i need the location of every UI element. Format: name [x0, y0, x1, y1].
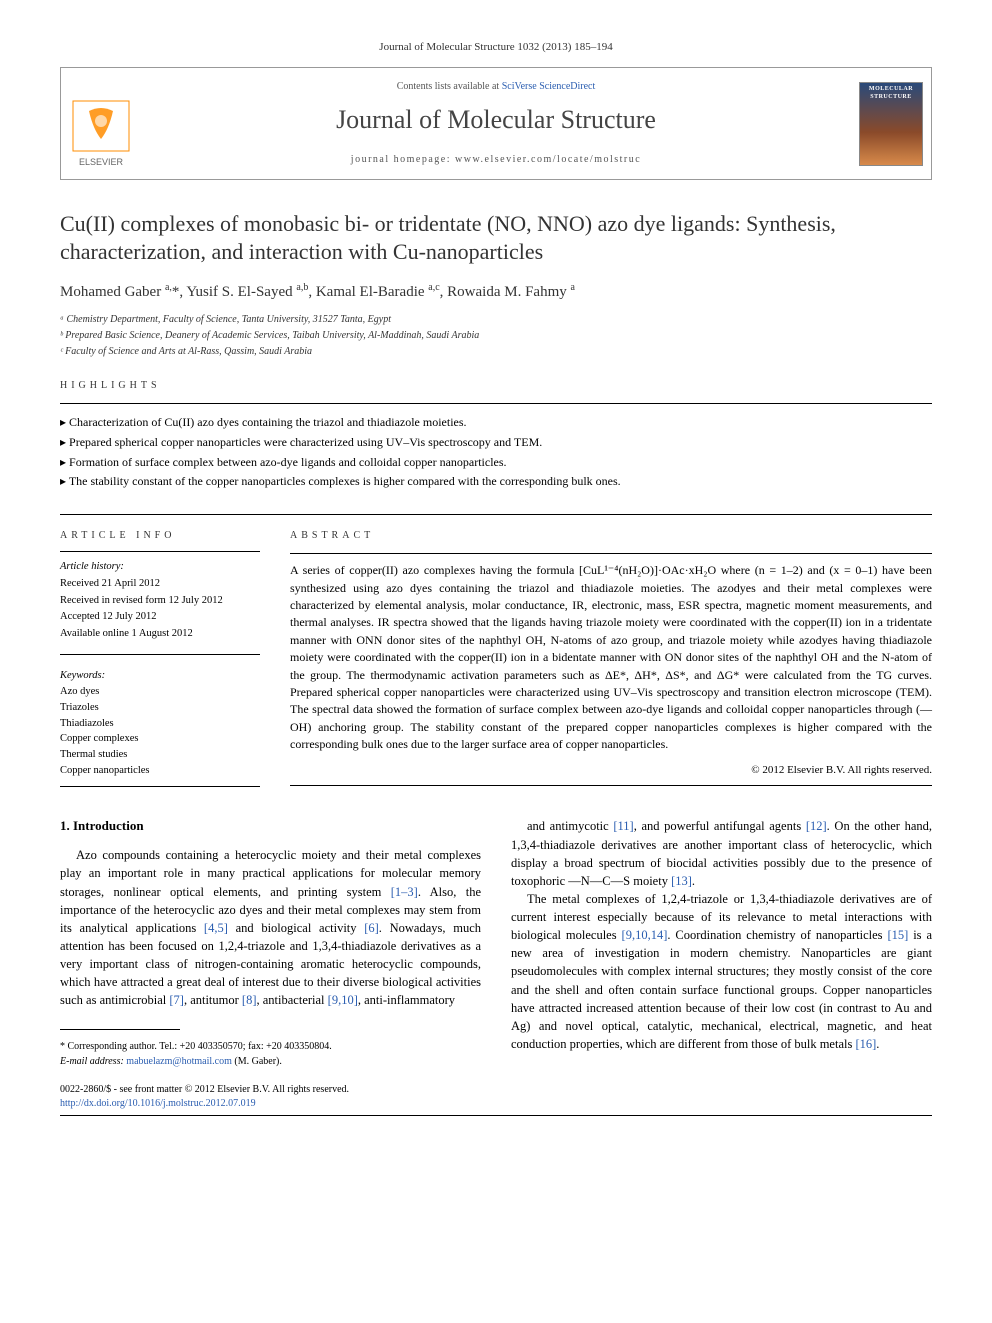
journal-name: Journal of Molecular Structure: [151, 102, 841, 138]
history-item: Received 21 April 2012: [60, 577, 260, 592]
info-abstract-row: ARTICLE INFO Article history: Received 2…: [60, 514, 932, 787]
front-matter: 0022-2860/$ - see front matter © 2012 El…: [60, 1083, 932, 1097]
affiliation: ᵇ Prepared Basic Science, Deanery of Aca…: [60, 329, 932, 343]
header-center: Contents lists available at SciVerse Sci…: [141, 68, 851, 178]
homepage-line: journal homepage: www.elsevier.com/locat…: [151, 153, 841, 167]
article-info: ARTICLE INFO Article history: Received 2…: [60, 529, 260, 787]
column-right: and antimycotic [11], and powerful antif…: [511, 817, 932, 1069]
journal-cover-thumbnail: MOLECULAR STRUCTURE: [859, 82, 923, 166]
history-label: Article history:: [60, 560, 260, 575]
abstract-text: A series of copper(II) azo complexes hav…: [290, 562, 932, 753]
abstract-label: ABSTRACT: [290, 529, 932, 543]
column-left: 1. Introduction Azo compounds containing…: [60, 817, 481, 1069]
affiliation: ᵃ Chemistry Department, Faculty of Scien…: [60, 313, 932, 327]
keyword-item: Copper nanoparticles: [60, 764, 260, 779]
intro-para-1: Azo compounds containing a heterocyclic …: [60, 846, 481, 1009]
authors-list: Mohamed Gaber a,*, Yusif S. El-Sayed a,b…: [60, 281, 932, 303]
body-columns: 1. Introduction Azo compounds containing…: [60, 817, 932, 1069]
history-item: Received in revised form 12 July 2012: [60, 594, 260, 609]
highlights-section: HIGHLIGHTS Characterization of Cu(II) az…: [60, 379, 932, 490]
history-item: Available online 1 August 2012: [60, 627, 260, 642]
affiliations: ᵃ Chemistry Department, Faculty of Scien…: [60, 313, 932, 359]
keyword-item: Triazoles: [60, 701, 260, 716]
article-info-label: ARTICLE INFO: [60, 529, 260, 543]
homepage-url: www.elsevier.com/locate/molstruc: [455, 154, 641, 165]
keyword-item: Thermal studies: [60, 748, 260, 763]
journal-cover-cell: MOLECULAR STRUCTURE: [851, 68, 931, 178]
keyword-item: Azo dyes: [60, 685, 260, 700]
affiliation: ᶜ Faculty of Science and Arts at Al-Rass…: [60, 345, 932, 359]
keywords-label: Keywords:: [60, 669, 260, 684]
corresponding-email[interactable]: mabuelazm@hotmail.com: [126, 1056, 232, 1067]
highlight-item: Characterization of Cu(II) azo dyes cont…: [60, 414, 932, 431]
journal-header: ELSEVIER Contents lists available at Sci…: [60, 67, 932, 179]
history-item: Accepted 12 July 2012: [60, 610, 260, 625]
highlight-item: The stability constant of the copper nan…: [60, 473, 932, 490]
sciencedirect-link[interactable]: SciVerse ScienceDirect: [502, 81, 596, 92]
highlight-item: Prepared spherical copper nanoparticles …: [60, 434, 932, 451]
journal-cover-text: MOLECULAR STRUCTURE: [860, 83, 922, 104]
email-suffix: (M. Gaber).: [232, 1056, 282, 1067]
intro-para: The metal complexes of 1,2,4-triazole or…: [511, 890, 932, 1053]
keyword-item: Copper complexes: [60, 732, 260, 747]
corresponding-line: * Corresponding author. Tel.: +20 403350…: [60, 1040, 481, 1055]
doi-link[interactable]: http://dx.doi.org/10.1016/j.molstruc.201…: [60, 1098, 256, 1109]
contents-line: Contents lists available at SciVerse Sci…: [151, 80, 841, 94]
svg-text:ELSEVIER: ELSEVIER: [79, 157, 124, 167]
email-label: E-mail address:: [60, 1056, 124, 1067]
abstract-copyright: © 2012 Elsevier B.V. All rights reserved…: [290, 763, 932, 778]
corresponding-author: * Corresponding author. Tel.: +20 403350…: [60, 1040, 481, 1069]
highlight-item: Formation of surface complex between azo…: [60, 454, 932, 471]
intro-para-2: and antimycotic [11], and powerful antif…: [511, 817, 932, 1053]
keyword-item: Thiadiazoles: [60, 717, 260, 732]
footer-line: 0022-2860/$ - see front matter © 2012 El…: [60, 1083, 932, 1116]
highlights-label: HIGHLIGHTS: [60, 379, 932, 393]
article-title: Cu(II) complexes of monobasic bi- or tri…: [60, 210, 932, 267]
publisher-logo-cell: ELSEVIER: [61, 68, 141, 178]
contents-prefix: Contents lists available at: [397, 81, 502, 92]
intro-heading: 1. Introduction: [60, 817, 481, 836]
elsevier-logo: ELSEVIER: [69, 99, 133, 169]
homepage-prefix: journal homepage:: [351, 154, 455, 165]
abstract-section: ABSTRACT A series of copper(II) azo comp…: [290, 529, 932, 787]
citation-line: Journal of Molecular Structure 1032 (201…: [60, 40, 932, 55]
